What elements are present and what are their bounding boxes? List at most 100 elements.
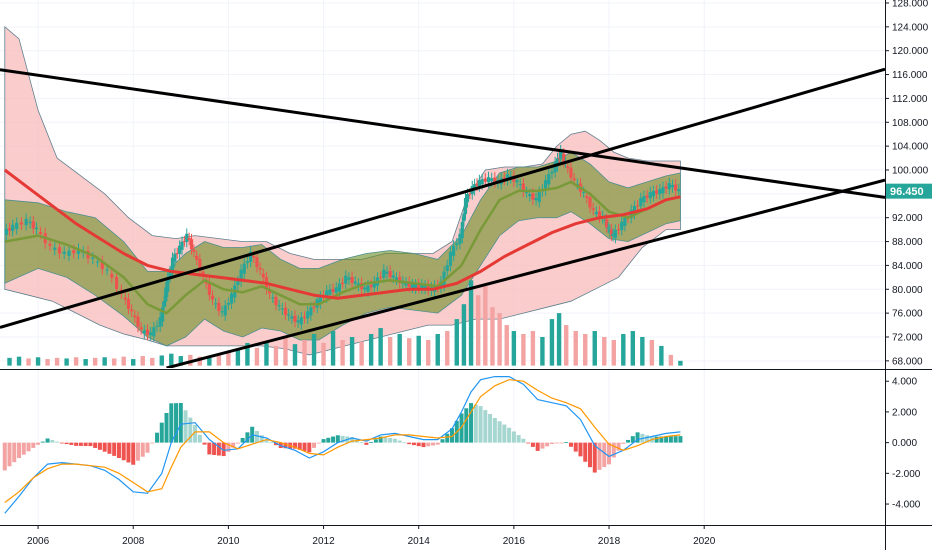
volume-bar <box>330 331 336 366</box>
candle-body <box>379 276 383 278</box>
candle-body <box>182 241 186 243</box>
candle-body <box>382 269 386 278</box>
macd-histogram-bar <box>488 414 493 443</box>
trendline-channel-upper[interactable] <box>0 67 885 329</box>
volume-bar <box>521 334 526 366</box>
time-tick-label: 2006 <box>27 536 50 547</box>
macd-histogram-bar <box>312 442 317 448</box>
volume-bar <box>556 313 562 366</box>
macd-histogram-bar <box>559 442 564 444</box>
price-tick-label: 84.000 <box>892 261 923 272</box>
price-tick-label: 92.000 <box>892 213 923 224</box>
candle-body <box>445 265 449 271</box>
candle-body <box>483 178 487 182</box>
macd-histogram-bar <box>93 442 98 448</box>
volume-bar <box>406 338 412 366</box>
candle-body <box>155 325 159 327</box>
macd-histogram-bar <box>616 442 621 451</box>
time-tick-label: 2016 <box>503 536 526 547</box>
macd-histogram-bar <box>45 438 50 443</box>
candle-body <box>139 327 143 330</box>
macd-histogram-bar <box>112 442 117 456</box>
volume-bar <box>283 336 288 366</box>
candle-body <box>175 253 179 255</box>
price-tick-label: 80.000 <box>892 285 923 296</box>
macd-histogram-bar <box>155 432 160 443</box>
macd-histogram-bar <box>107 442 112 454</box>
candle-body <box>555 158 560 167</box>
candle-body <box>616 229 621 231</box>
macd-histogram-bar <box>445 433 450 443</box>
volume-bar <box>549 319 555 366</box>
macd-histogram-bar <box>74 442 79 446</box>
volume-bar <box>207 357 212 366</box>
candle-body <box>420 284 424 289</box>
trendline-descending-resistance[interactable] <box>0 68 885 199</box>
macd-histogram-bar <box>55 441 60 443</box>
candle-body <box>67 250 71 256</box>
candle-body <box>283 307 288 315</box>
candle-body <box>180 241 184 250</box>
macd-histogram-bar <box>397 440 402 443</box>
candle-body <box>468 193 472 195</box>
candle-body <box>95 261 100 263</box>
volume-bar <box>254 347 260 366</box>
volume-bar <box>397 334 402 366</box>
macd-histogram-bar <box>630 436 635 443</box>
macd-histogram-bar <box>178 403 183 443</box>
candle-body <box>164 287 168 302</box>
volume-bar <box>468 280 474 366</box>
candle-body <box>239 269 243 282</box>
candle-body <box>178 245 182 254</box>
candle-body <box>620 221 624 231</box>
volume-bar <box>245 342 250 366</box>
candle-body <box>521 183 525 192</box>
candle-body <box>280 308 284 310</box>
macd-histogram-bar <box>521 438 526 443</box>
candle-body <box>537 192 541 203</box>
macd-histogram-bar <box>159 422 164 443</box>
price-pane[interactable] <box>0 25 885 368</box>
price-tick-label: 108.000 <box>892 118 929 129</box>
price-tick-label: 72.000 <box>892 332 923 343</box>
candle-body <box>277 305 281 307</box>
macd-histogram-bar <box>50 440 55 443</box>
macd-histogram-bar <box>602 442 607 468</box>
volume-bar <box>273 345 279 366</box>
candle-body <box>31 221 35 229</box>
candle-body <box>331 288 335 293</box>
candle-body <box>53 247 57 250</box>
volume-bar <box>235 348 241 366</box>
macd-histogram-bar <box>530 442 535 447</box>
macd-histogram-bar <box>664 436 669 443</box>
volume-bar <box>573 331 578 366</box>
macd-histogram-bar <box>540 442 545 449</box>
candle-body <box>391 275 395 278</box>
candle-body <box>306 311 310 319</box>
candle-body <box>173 253 177 262</box>
volume-bar <box>490 307 495 366</box>
candle-body <box>448 251 453 266</box>
candle-body <box>582 192 586 194</box>
candle-body <box>611 233 615 236</box>
candle-body <box>149 332 153 336</box>
trendline-channel-lower[interactable] <box>166 178 885 368</box>
macd-histogram-bar <box>421 442 426 448</box>
macd-pane[interactable] <box>2 376 683 514</box>
volume-bar <box>602 336 607 366</box>
macd-histogram-bar <box>78 442 83 446</box>
candle-body <box>11 224 15 232</box>
candle-body <box>597 211 602 218</box>
macd-histogram-bar <box>568 442 573 447</box>
candle-body <box>24 218 28 226</box>
candle-body <box>299 317 303 325</box>
candle-body <box>110 273 114 278</box>
candle-body <box>220 311 224 313</box>
macd-histogram-bar <box>464 408 469 443</box>
candle-body <box>553 162 557 173</box>
candle-body <box>547 174 551 185</box>
candle-body <box>550 171 554 174</box>
candle-body <box>613 229 617 238</box>
candle-body <box>162 301 166 307</box>
